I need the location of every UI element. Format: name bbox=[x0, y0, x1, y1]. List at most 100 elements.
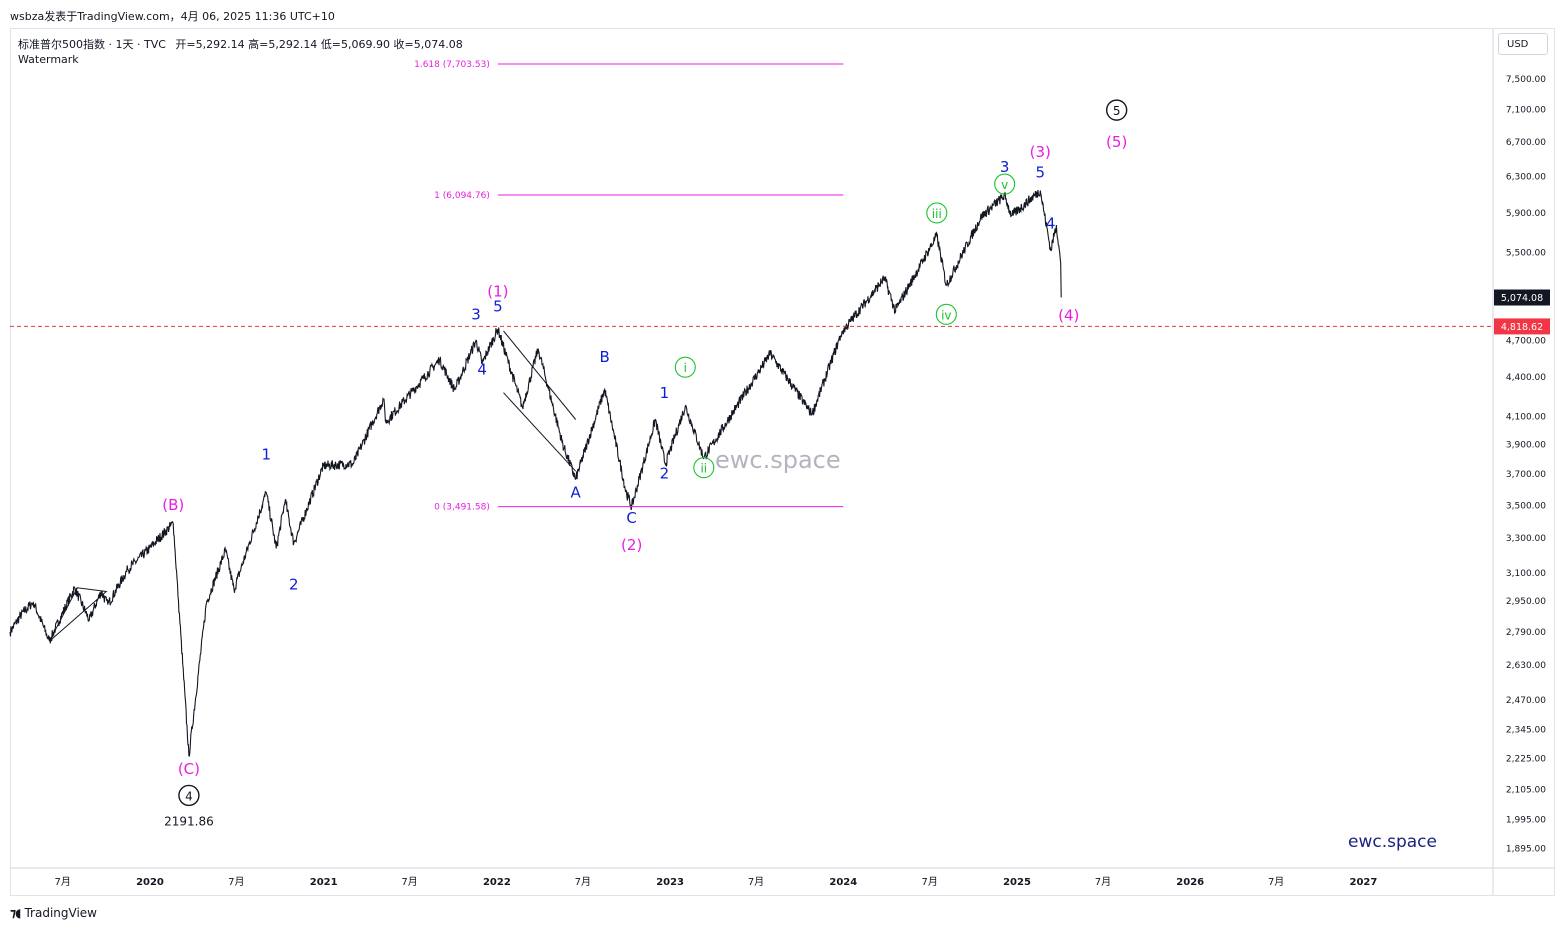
wave-label-circle bbox=[178, 784, 200, 807]
x-tick-label: 7月 bbox=[922, 876, 938, 888]
y-tick-label: 5,500.00 bbox=[1506, 248, 1546, 258]
level-price-label: 4,818.62 bbox=[1501, 322, 1543, 333]
wave-label: 4 bbox=[185, 789, 193, 803]
fib-level-label: 0 (3,491.58) bbox=[434, 503, 490, 513]
center-watermark: ewc.space bbox=[715, 446, 841, 474]
y-tick-label: 2,790.00 bbox=[1506, 628, 1546, 638]
x-tick-label: 7月 bbox=[228, 876, 244, 888]
x-tick-label: 2023 bbox=[656, 877, 684, 888]
y-tick-label: 3,300.00 bbox=[1506, 534, 1546, 544]
y-tick-label: 2,630.00 bbox=[1506, 661, 1546, 671]
x-tick-label: 2020 bbox=[136, 877, 164, 888]
y-tick-label: 2,345.00 bbox=[1506, 725, 1546, 735]
wave-label: C bbox=[626, 509, 636, 527]
y-tick-label: 4,700.00 bbox=[1506, 336, 1546, 346]
tradingview-name: TradingView bbox=[24, 906, 97, 920]
y-tick-label: 2,950.00 bbox=[1506, 597, 1546, 607]
x-tick-label: 2024 bbox=[829, 877, 857, 888]
ohlc-open: 开=5,292.14 bbox=[175, 38, 245, 51]
wave-label: B bbox=[599, 348, 609, 366]
x-tick-label: 2026 bbox=[1176, 877, 1204, 888]
wave-label: 3 bbox=[471, 305, 481, 323]
y-tick-label: 6,300.00 bbox=[1506, 172, 1546, 182]
wave-label: (4) bbox=[1058, 306, 1079, 324]
y-tick-label: 2,470.00 bbox=[1506, 696, 1546, 706]
ohlc-high: 高=5,292.14 bbox=[248, 38, 318, 51]
wave-label: (5) bbox=[1106, 133, 1127, 151]
last-price-label: 5,074.08 bbox=[1501, 293, 1543, 304]
y-tick-label: 7,100.00 bbox=[1506, 106, 1546, 116]
wave-label-circle bbox=[935, 303, 957, 325]
tradingview-branding[interactable]: ⁊◖ TradingView bbox=[10, 906, 97, 920]
wave-label: iv bbox=[941, 308, 951, 322]
x-tick-label: 2027 bbox=[1350, 877, 1378, 888]
wave-label: 2191.86 bbox=[164, 814, 214, 828]
wave-label: (B) bbox=[162, 496, 184, 514]
y-tick-label: 3,700.00 bbox=[1506, 470, 1546, 480]
wave-label: 5 bbox=[1035, 163, 1045, 181]
x-tick-label: 7月 bbox=[1095, 876, 1111, 888]
x-tick-label: 7月 bbox=[748, 876, 764, 888]
wave-label-circle bbox=[994, 173, 1016, 195]
symbol-title[interactable]: 标准普尔500指数 · 1天 · TVC bbox=[18, 38, 166, 51]
wave-label: 2 bbox=[289, 576, 299, 594]
wave-label: 1 bbox=[261, 445, 271, 463]
watermark-label: Watermark bbox=[18, 53, 79, 66]
wave-label: 4 bbox=[477, 361, 487, 379]
level-price-tag bbox=[1494, 318, 1550, 335]
x-tick-label: 7月 bbox=[1268, 876, 1284, 888]
wave-label: (2) bbox=[621, 536, 642, 554]
wave-label: 3 bbox=[1000, 158, 1010, 176]
y-tick-label: 3,500.00 bbox=[1506, 501, 1546, 511]
y-tick-label: 5,900.00 bbox=[1506, 209, 1546, 219]
wave-label: (1) bbox=[487, 282, 508, 300]
wave-label: ii bbox=[700, 462, 707, 476]
wave-label-circle bbox=[674, 356, 696, 378]
x-tick-label: 7月 bbox=[401, 876, 417, 888]
publisher-header: wsbza发表于TradingView.com，4月 06, 2025 11:3… bbox=[10, 10, 335, 23]
wave-label: i bbox=[684, 361, 687, 375]
currency-button[interactable]: USD bbox=[1498, 33, 1548, 55]
wave-label-circle bbox=[926, 202, 948, 224]
wave-label: v bbox=[1001, 178, 1008, 192]
y-tick-label: 7,500.00 bbox=[1506, 75, 1546, 85]
trend-line bbox=[503, 392, 577, 472]
y-tick-label: 4,400.00 bbox=[1506, 373, 1546, 383]
y-tick-label: 1,995.00 bbox=[1506, 816, 1546, 826]
price-series-line bbox=[9, 189, 1062, 757]
ohlc-low: 低=5,069.90 bbox=[320, 38, 391, 51]
wave-label: A bbox=[571, 483, 582, 501]
last-price-tag bbox=[1494, 289, 1550, 306]
x-tick-label: 7月 bbox=[54, 876, 70, 888]
corner-watermark: ewc.space bbox=[1348, 832, 1437, 852]
x-tick-label: 2022 bbox=[483, 877, 511, 888]
y-tick-label: 6,700.00 bbox=[1506, 138, 1546, 148]
symbol-info: 标准普尔500指数 · 1天 · TVC 开=5,292.14 高=5,292.… bbox=[18, 36, 463, 52]
x-tick-label: 2021 bbox=[310, 877, 338, 888]
wave-label: (3) bbox=[1030, 143, 1051, 161]
trend-line bbox=[503, 330, 577, 420]
wave-label: iii bbox=[932, 207, 942, 221]
wave-label: 5 bbox=[493, 297, 503, 315]
y-tick-label: 3,100.00 bbox=[1506, 569, 1546, 579]
wave-label: 4 bbox=[1046, 215, 1056, 233]
x-tick-label: 7月 bbox=[575, 876, 591, 888]
x-tick-label: 2025 bbox=[1003, 877, 1031, 888]
wave-label: 2 bbox=[660, 465, 670, 483]
y-tick-label: 1,895.00 bbox=[1506, 844, 1546, 854]
fib-level-label: 1 (6,094.76) bbox=[434, 191, 490, 201]
y-tick-label: 2,105.00 bbox=[1506, 786, 1546, 796]
y-tick-label: 4,100.00 bbox=[1506, 413, 1546, 423]
y-tick-label: 2,225.00 bbox=[1506, 755, 1546, 765]
wave-label-circle bbox=[693, 457, 715, 479]
tradingview-logo-icon: ⁊◖ bbox=[10, 906, 22, 920]
chart-frame bbox=[10, 28, 1555, 896]
fib-level-label: 1.618 (7,703.53) bbox=[414, 60, 490, 70]
wave-label: 1 bbox=[660, 384, 670, 402]
wave-label: 5 bbox=[1113, 104, 1121, 118]
trend-line bbox=[48, 587, 108, 642]
y-tick-label: 3,900.00 bbox=[1506, 441, 1546, 451]
wave-label-circle bbox=[1105, 99, 1128, 121]
wave-label: (C) bbox=[178, 760, 200, 778]
